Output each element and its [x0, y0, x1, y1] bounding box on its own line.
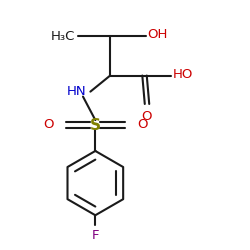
Text: F: F: [92, 229, 99, 242]
Text: O: O: [141, 110, 151, 123]
Text: O: O: [137, 118, 148, 132]
Text: H₃C: H₃C: [51, 30, 76, 43]
Text: S: S: [90, 118, 101, 132]
Text: HN: HN: [67, 85, 87, 98]
Text: OH: OH: [147, 28, 168, 41]
Text: HO: HO: [173, 68, 194, 81]
Text: O: O: [43, 118, 53, 132]
